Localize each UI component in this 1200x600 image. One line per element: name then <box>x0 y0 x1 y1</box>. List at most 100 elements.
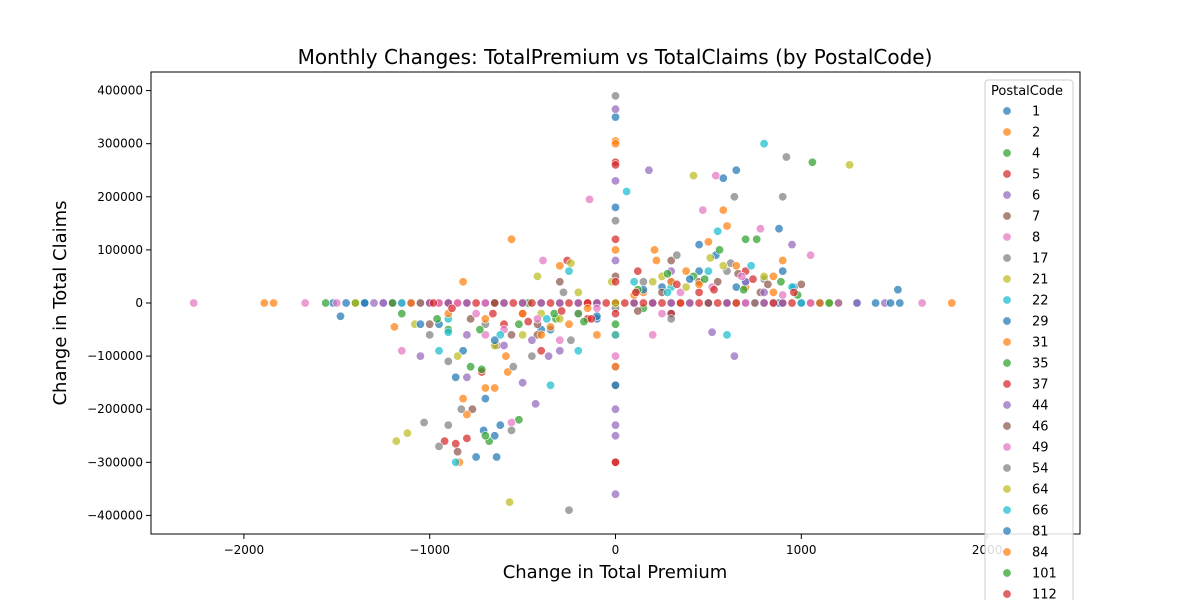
data-point-2-0 <box>259 298 269 308</box>
data-point-21-6 <box>566 258 576 268</box>
data-point-17-4 <box>781 152 791 162</box>
data-point-84-4 <box>545 322 555 332</box>
data-point-29-4 <box>451 372 461 382</box>
data-point-31-3 <box>703 237 713 247</box>
data-point-35-1 <box>480 431 490 441</box>
legend-label-17: 17 <box>1032 252 1049 267</box>
data-point-44-29 <box>610 420 620 430</box>
data-point-66-9 <box>397 298 407 308</box>
chart-title: Monthly Changes: TotalPremium vs TotalCl… <box>298 45 933 69</box>
data-point-17-8 <box>443 356 453 366</box>
legend-label-84: 84 <box>1032 546 1049 561</box>
data-point-7-8 <box>555 277 565 287</box>
legend-marker-29 <box>1002 316 1012 326</box>
data-point-2-9 <box>458 394 468 404</box>
legend-label-21: 21 <box>1032 273 1049 288</box>
data-point-22-3 <box>713 226 723 236</box>
legend-marker-22 <box>1002 295 1012 305</box>
data-point-2-6 <box>718 205 728 215</box>
data-point-49-12 <box>657 309 667 319</box>
data-point-64-14 <box>532 271 542 281</box>
legend-marker-7 <box>1002 211 1012 221</box>
data-point-44-37 <box>759 287 769 297</box>
data-point-44-18 <box>685 298 695 308</box>
data-point-17-12 <box>666 314 676 324</box>
data-point-6-12 <box>610 404 620 414</box>
data-point-54-10 <box>750 298 760 308</box>
data-point-6-1 <box>610 104 620 114</box>
points-layer <box>189 91 957 515</box>
data-point-37-32 <box>713 298 723 308</box>
data-point-37-31 <box>508 298 518 308</box>
data-point-6-14 <box>787 240 797 250</box>
data-point-84-10 <box>768 287 778 297</box>
data-point-37-46 <box>610 234 620 244</box>
data-point-44-10 <box>518 298 528 308</box>
data-point-84-11 <box>815 298 825 308</box>
data-point-44-13 <box>573 298 583 308</box>
data-point-81-3 <box>490 335 500 345</box>
data-point-84-13 <box>610 362 620 372</box>
data-point-8-12 <box>480 330 490 340</box>
legend-marker-35 <box>1002 358 1012 368</box>
data-point-37-24 <box>527 298 537 308</box>
data-point-22-6 <box>434 346 444 356</box>
data-point-54-11 <box>415 298 425 308</box>
data-point-112-7 <box>672 279 682 289</box>
data-point-21-4 <box>688 171 698 181</box>
data-point-66-4 <box>610 330 620 340</box>
data-point-81-2 <box>415 319 425 329</box>
legend-label-81: 81 <box>1032 525 1049 540</box>
data-point-8-7 <box>584 194 594 204</box>
data-point-17-10 <box>506 425 516 435</box>
data-point-112-12 <box>610 277 620 287</box>
data-point-54-4 <box>566 335 576 345</box>
data-point-44-16 <box>648 298 658 308</box>
data-point-17-5 <box>778 192 788 202</box>
legend-marker-64 <box>1002 484 1012 494</box>
legend-marker-31 <box>1002 337 1012 347</box>
data-point-46-1 <box>466 314 476 324</box>
data-point-46-2 <box>506 330 516 340</box>
data-point-64-12 <box>610 298 620 308</box>
data-point-112-6 <box>631 287 641 297</box>
data-point-31-2 <box>480 383 490 393</box>
data-point-54-0 <box>456 404 466 414</box>
data-point-84-3 <box>518 309 528 319</box>
data-point-22-8 <box>722 330 732 340</box>
data-point-22-1 <box>451 457 461 467</box>
data-point-66-6 <box>703 266 713 276</box>
data-point-37-40 <box>787 298 797 308</box>
legend-marker-6 <box>1002 190 1012 200</box>
data-point-81-7 <box>685 274 695 284</box>
data-point-8-0 <box>189 298 199 308</box>
data-point-35-4 <box>741 234 751 244</box>
y-tick-label: 100000 <box>97 243 143 257</box>
data-point-101-1 <box>432 314 442 324</box>
data-point-17-2 <box>419 417 429 427</box>
data-point-37-44 <box>610 160 620 170</box>
data-point-1-5 <box>718 173 728 183</box>
data-point-4-2 <box>397 309 407 319</box>
data-point-21-1 <box>391 436 401 446</box>
data-point-21-5 <box>705 253 715 263</box>
data-point-44-23 <box>778 298 788 308</box>
data-point-2-5 <box>389 322 399 332</box>
data-point-8-11 <box>675 287 685 297</box>
data-point-54-9 <box>638 277 648 287</box>
data-point-44-20 <box>722 298 732 308</box>
data-point-17-9 <box>527 351 537 361</box>
data-point-1-8 <box>492 452 502 462</box>
data-point-29-5 <box>480 394 490 404</box>
data-point-49-14 <box>741 298 751 308</box>
legend-marker-54 <box>1002 463 1012 473</box>
data-point-66-10 <box>796 298 806 308</box>
data-point-44-1 <box>378 298 388 308</box>
data-point-1-1 <box>335 311 345 321</box>
data-point-8-2 <box>917 298 927 308</box>
data-point-44-33 <box>544 351 554 361</box>
data-point-22-4 <box>545 380 555 390</box>
data-point-64-9 <box>759 271 769 281</box>
legend-marker-84 <box>1002 547 1012 557</box>
x-tick-label: 0 <box>612 543 620 557</box>
